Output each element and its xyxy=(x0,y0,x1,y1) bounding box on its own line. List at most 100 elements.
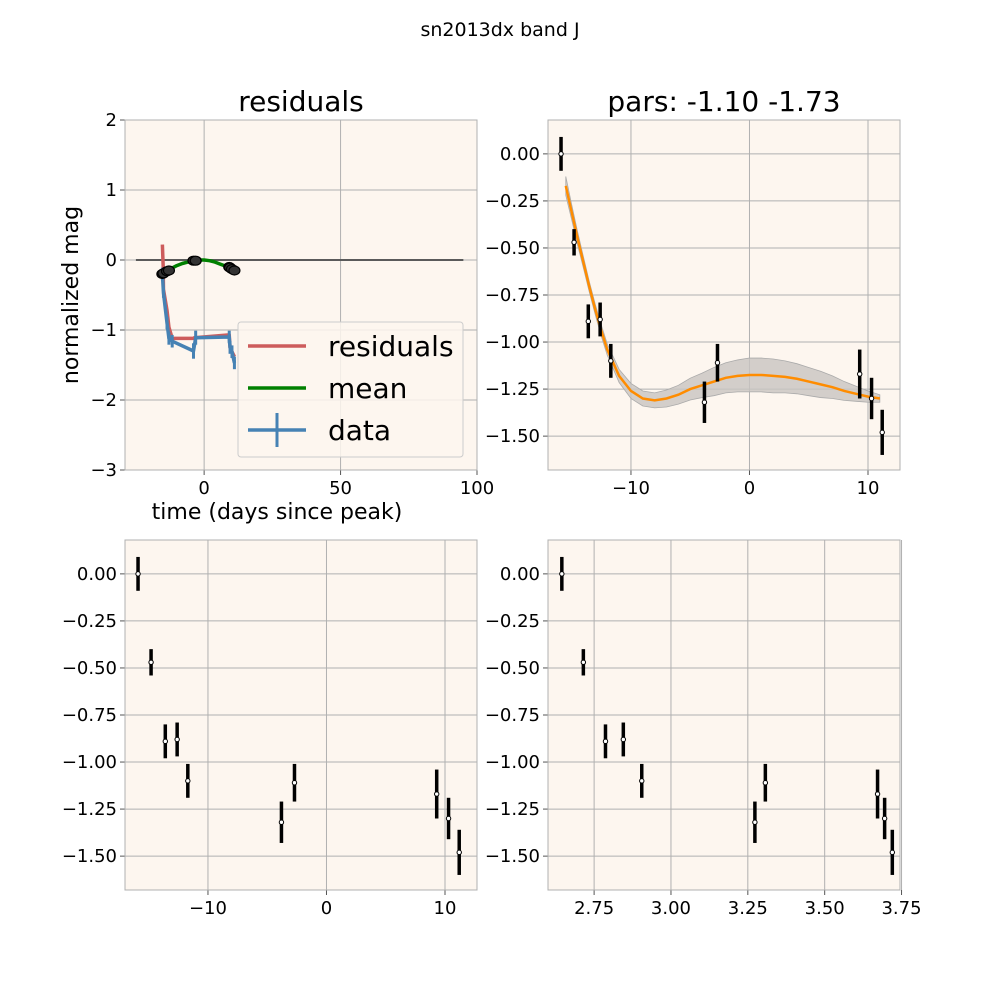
plot-frame xyxy=(547,119,901,471)
confidence-band xyxy=(565,176,881,409)
y-tick-label: −1.50 xyxy=(485,426,540,447)
y-tick-label: 1 xyxy=(106,180,117,201)
y-tick-label: −1.50 xyxy=(62,846,117,867)
data-point xyxy=(714,360,721,366)
y-tick-label: −1.00 xyxy=(485,332,540,353)
y-tick-label: −1.25 xyxy=(62,799,117,820)
data-point xyxy=(559,571,565,577)
x-tick-label: 50 xyxy=(329,478,352,499)
y-tick-label: −0.75 xyxy=(62,705,117,726)
data-layer xyxy=(135,556,462,875)
data-point xyxy=(558,151,564,157)
y-tick-label: −1.25 xyxy=(485,799,540,820)
data-point xyxy=(571,239,577,246)
data-point xyxy=(857,371,863,377)
y-tick-label: −0.75 xyxy=(485,285,540,306)
data-point xyxy=(135,571,141,577)
x-tick-label: 10 xyxy=(857,478,880,499)
y-tick-label: −1.50 xyxy=(485,846,540,867)
x-tick-label: 0 xyxy=(321,898,332,919)
panel-fit: −10 0 10 0.00 −0.25 −0.50 −0.75 −1.00 −1.25 −1.50… xyxy=(485,85,901,499)
y-tick-label: −1 xyxy=(90,320,117,341)
data-point xyxy=(889,849,896,856)
x-tick-label: 100 xyxy=(460,478,494,499)
y-tick-label: −2 xyxy=(90,390,117,411)
legend-label-residuals: residuals xyxy=(328,330,454,363)
data-point xyxy=(608,358,614,364)
data-point xyxy=(434,791,440,797)
data-layer xyxy=(558,136,885,455)
panel-title: pars: -1.10 -1.73 xyxy=(607,85,840,118)
data-point xyxy=(879,429,885,436)
data-point xyxy=(762,780,769,786)
y-tick-label: −0.75 xyxy=(485,705,540,726)
y-tick-label: −0.25 xyxy=(62,611,117,632)
data-point xyxy=(456,849,462,856)
data-layer xyxy=(559,556,896,875)
figure-suptitle: sn2013dx band J xyxy=(420,19,579,41)
panel-points-log: 2.75 3.00 3.25 3.50 3.75 0.00 −0.25 −0.50 −0.75 −… xyxy=(485,539,922,919)
plot-frame xyxy=(124,119,478,471)
y-tick-label: 2 xyxy=(106,110,117,131)
x-tick-label: 3.25 xyxy=(728,898,768,919)
mean-marker xyxy=(162,265,176,276)
data-point xyxy=(701,399,708,405)
plot-frame xyxy=(547,539,901,891)
legend-label-data: data xyxy=(328,414,391,447)
x-tick-label: 2.75 xyxy=(574,898,614,919)
data-point xyxy=(162,738,168,745)
y-tick-label: −1.25 xyxy=(485,379,540,400)
data-point xyxy=(185,778,191,784)
panel-residuals: 0 50 100 −3 −2 −1 0 1 2 residuals time (days since… xyxy=(59,85,494,525)
y-tick-label: 0.00 xyxy=(500,144,540,165)
y-tick-label: 0.00 xyxy=(500,564,540,585)
y-tick-label: −1.00 xyxy=(485,752,540,773)
y-tick-label: −1.00 xyxy=(62,752,117,773)
x-tick-label: 0 xyxy=(198,478,209,499)
data-layer xyxy=(135,244,464,370)
y-tick-label: −0.50 xyxy=(485,238,540,259)
legend-label-mean: mean xyxy=(328,372,407,405)
data-point xyxy=(602,738,609,745)
panel-title: residuals xyxy=(238,85,364,118)
plot-frame xyxy=(124,539,478,891)
y-tick-label: −0.25 xyxy=(485,611,540,632)
data-point xyxy=(148,659,154,666)
data-point xyxy=(620,736,627,743)
data-point xyxy=(597,316,603,323)
mean-marker xyxy=(228,265,241,276)
legend: residuals mean data xyxy=(237,321,464,458)
x-tick-label: 3.75 xyxy=(881,898,921,919)
data-point xyxy=(639,778,645,784)
data-point xyxy=(881,815,888,822)
data-point xyxy=(445,815,452,822)
x-tick-label: 10 xyxy=(434,898,457,919)
y-axis-label: normalized mag xyxy=(59,206,84,384)
x-tick-label: −10 xyxy=(189,898,227,919)
fit-line xyxy=(564,185,881,402)
data-point xyxy=(291,780,298,786)
mean-marker xyxy=(189,255,202,266)
data-point xyxy=(868,395,875,402)
y-tick-label: −0.25 xyxy=(485,191,540,212)
panel-points-time: −10 0 10 0.00 −0.25 −0.50 −0.75 −1.00 −1.25 −1.50 xyxy=(62,539,478,919)
data-point xyxy=(580,659,587,666)
data-point xyxy=(278,819,285,825)
y-tick-label: −0.50 xyxy=(62,658,117,679)
x-tick-label: 3.50 xyxy=(805,898,845,919)
data-point xyxy=(752,819,758,825)
x-axis-label: time (days since peak) xyxy=(152,500,403,525)
y-tick-label: 0.00 xyxy=(77,564,117,585)
data-point xyxy=(874,791,881,797)
x-tick-label: 0 xyxy=(744,478,755,499)
y-tick-label: −3 xyxy=(90,460,117,481)
y-tick-label: 0 xyxy=(106,250,117,271)
legend-box xyxy=(237,321,464,458)
data-point xyxy=(174,736,180,743)
y-tick-label: −0.50 xyxy=(485,658,540,679)
x-tick-label: 3.00 xyxy=(651,898,691,919)
data-point xyxy=(585,318,591,325)
x-tick-label: −10 xyxy=(612,478,650,499)
